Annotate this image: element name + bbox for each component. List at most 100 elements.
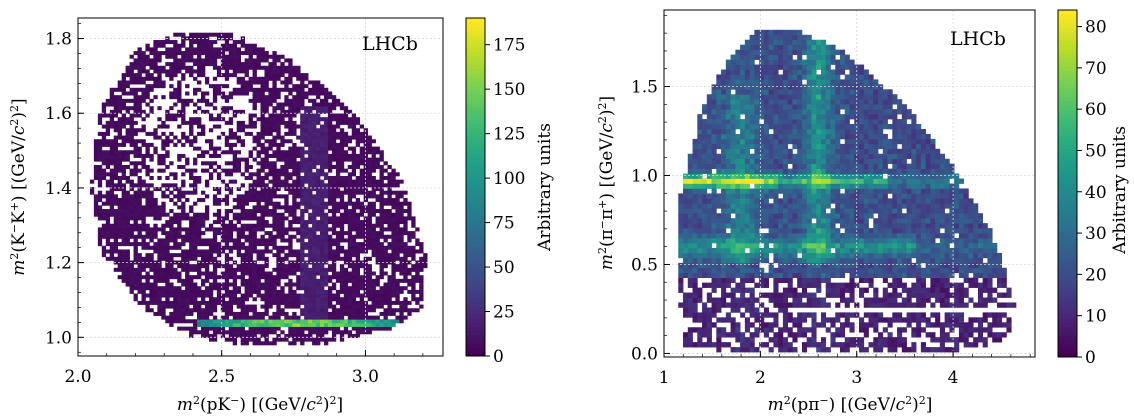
- left-heat-cell: [261, 283, 265, 287]
- right-heat-cell: [888, 337, 893, 342]
- left-heat-cell: [189, 33, 193, 37]
- left-heat-cell: [181, 191, 185, 195]
- right-heat-cell: [973, 327, 978, 332]
- left-heat-cell: [376, 194, 380, 198]
- right-heat-cell: [973, 283, 978, 288]
- left-heat-cell: [249, 253, 253, 257]
- left-heat-cell: [360, 283, 364, 287]
- left-heat-cell: [253, 125, 257, 129]
- left-heat-cell: [380, 275, 384, 279]
- left-heat-cell: [201, 257, 205, 261]
- right-heat-cell: [707, 273, 712, 278]
- left-heat-cell: [241, 305, 245, 309]
- right-heat-cell: [678, 283, 683, 288]
- left-heat-cell: [320, 330, 324, 334]
- right-heat-cell: [764, 322, 769, 327]
- right-heat-cell: [892, 342, 897, 347]
- right-heat-cell: [911, 332, 916, 337]
- left-heat-cell: [169, 301, 173, 305]
- left-heat-cell: [249, 257, 253, 261]
- right-heat-cell: [878, 337, 883, 342]
- left-heat-cell: [145, 55, 149, 59]
- left-heat-cell: [360, 161, 364, 165]
- left-heat-cell: [276, 66, 280, 70]
- left-heat-cell: [149, 154, 153, 158]
- right-heat-cell: [949, 283, 954, 288]
- left-heat-cell: [304, 286, 308, 290]
- left-heat-cell: [98, 238, 102, 242]
- left-heat-cell: [336, 290, 340, 294]
- left-heat-cell: [193, 77, 197, 81]
- left-heat-cell: [118, 235, 122, 239]
- left-heat-cell: [173, 220, 177, 224]
- left-heat-cell: [165, 279, 169, 283]
- left-heat-cell: [292, 272, 296, 276]
- left-heat-cell: [395, 253, 399, 257]
- right-heat-cell: [878, 302, 883, 307]
- left-heat-cell: [241, 323, 245, 327]
- left-heat-cell: [399, 312, 403, 316]
- left-heat-cell: [165, 150, 169, 154]
- left-heat-cell: [336, 238, 340, 242]
- left-heat-cell: [197, 51, 201, 55]
- left-heat-cell: [368, 268, 372, 272]
- left-heat-cell: [130, 55, 134, 59]
- right-heat-cell: [883, 288, 888, 293]
- left-heat-cell: [272, 224, 276, 228]
- right-heat-cell: [864, 332, 869, 337]
- right-heat-cell: [926, 273, 931, 278]
- left-heat-cell: [229, 128, 233, 132]
- left-heat-cell: [118, 99, 122, 103]
- left-heat-cell: [300, 95, 304, 99]
- left-heat-cell: [177, 125, 181, 129]
- left-heat-cell: [332, 117, 336, 121]
- left-heat-cell: [360, 323, 364, 327]
- right-heat-cell: [688, 268, 693, 273]
- left-heat-cell: [233, 316, 237, 320]
- left-heat-cell: [181, 99, 185, 103]
- left-heat-cell: [312, 194, 316, 198]
- left-heat-cell: [364, 323, 368, 327]
- left-heat-cell: [141, 158, 145, 162]
- left-heat-cell: [122, 121, 126, 125]
- right-heat-cell: [783, 342, 788, 347]
- left-heat-cell: [403, 275, 407, 279]
- left-heat-cell: [308, 136, 312, 140]
- left-heat-cell: [344, 249, 348, 253]
- right-heat-cell: [735, 307, 740, 312]
- left-heat-cell: [261, 91, 265, 95]
- left-heat-cell: [245, 47, 249, 51]
- left-heat-cell: [197, 264, 201, 268]
- left-heat-cell: [336, 176, 340, 180]
- left-heat-cell: [280, 55, 284, 59]
- left-heat-cell: [276, 150, 280, 154]
- left-heat-cell: [419, 242, 423, 246]
- right-heat-cell: [750, 273, 755, 278]
- left-heat-cell: [364, 220, 368, 224]
- right-heat-cell: [940, 273, 945, 278]
- left-heat-cell: [284, 194, 288, 198]
- left-heat-cell: [288, 286, 292, 290]
- left-heat-cell: [296, 249, 300, 253]
- left-heat-cell: [233, 338, 237, 342]
- left-heat-cell: [245, 209, 249, 213]
- right-heat-cell: [892, 298, 897, 303]
- left-heat-cell: [205, 268, 209, 272]
- left-heat-cell: [209, 308, 213, 312]
- left-heat-cell: [348, 316, 352, 320]
- left-heat-cell: [383, 238, 387, 242]
- left-heat-cell: [276, 275, 280, 279]
- left-heat-cell: [304, 294, 308, 298]
- left-ylabel-pre: m: [9, 260, 29, 276]
- left-heat-cell: [145, 91, 149, 95]
- left-heat-cell: [153, 80, 157, 84]
- left-heat-cell: [261, 323, 265, 327]
- left-heat-cell: [118, 180, 122, 184]
- left-heat-cell: [308, 323, 312, 327]
- right-heat-cell: [811, 273, 816, 278]
- right-heat-cell: [807, 278, 812, 283]
- left-heat-cell: [106, 114, 110, 118]
- left-heat-cell: [134, 205, 138, 209]
- left-heat-cell: [348, 330, 352, 334]
- left-heat-cell: [316, 220, 320, 224]
